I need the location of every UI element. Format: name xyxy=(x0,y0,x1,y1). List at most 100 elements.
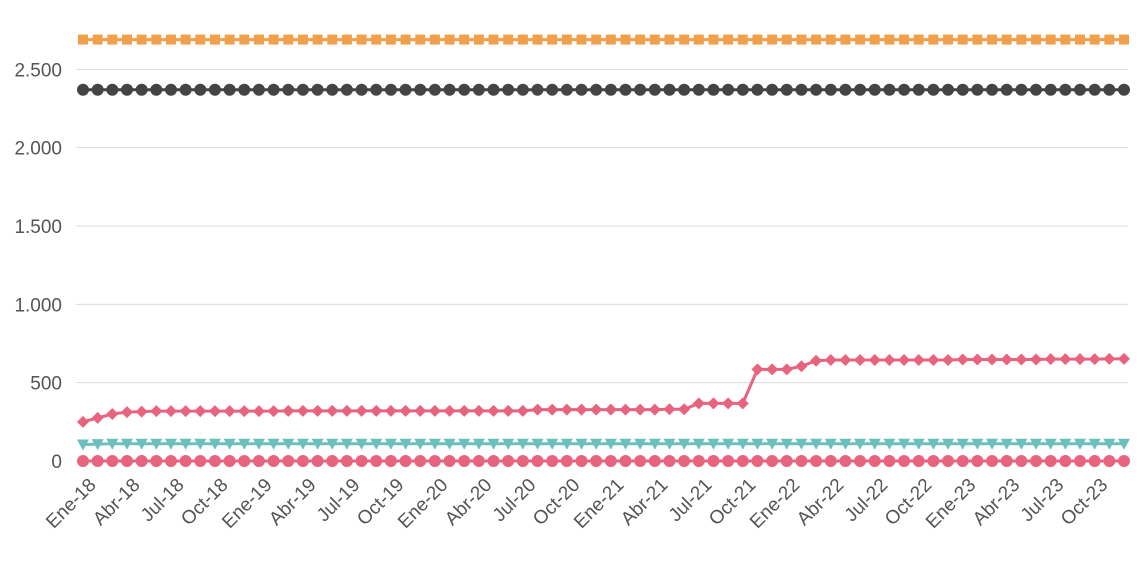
y-tick-label: 2.000 xyxy=(14,139,62,160)
data-point xyxy=(1030,438,1043,450)
data-point xyxy=(340,83,353,96)
data-point xyxy=(106,408,119,420)
data-point xyxy=(547,34,558,45)
data-point xyxy=(620,34,631,45)
data-point xyxy=(208,405,221,418)
data-point xyxy=(458,83,471,96)
data-point xyxy=(238,83,251,96)
data-point xyxy=(664,34,675,45)
data-point xyxy=(678,83,691,96)
data-point xyxy=(634,455,647,467)
data-point xyxy=(868,353,881,366)
data-point xyxy=(928,34,939,45)
data-point xyxy=(795,438,808,450)
data-point xyxy=(854,83,867,96)
data-point xyxy=(575,455,588,467)
data-point xyxy=(327,34,338,45)
data-point xyxy=(135,455,148,467)
data-point xyxy=(384,83,397,96)
data-point xyxy=(868,438,881,450)
data-point xyxy=(135,83,148,96)
data-point xyxy=(810,83,823,96)
data-point xyxy=(986,83,999,96)
data-point xyxy=(956,353,969,366)
data-point xyxy=(107,34,118,45)
data-point xyxy=(752,34,763,45)
data-point xyxy=(546,83,559,96)
data-point xyxy=(634,83,647,96)
data-point xyxy=(414,438,427,450)
series-line xyxy=(82,357,1124,424)
data-point xyxy=(751,455,764,467)
data-point xyxy=(883,455,896,467)
data-point xyxy=(326,404,339,417)
data-point xyxy=(766,363,779,376)
data-point xyxy=(78,34,88,45)
data-point xyxy=(839,438,852,450)
data-point xyxy=(723,34,734,45)
data-point xyxy=(208,83,221,96)
data-point xyxy=(1074,438,1087,450)
data-point xyxy=(927,455,940,467)
data-point xyxy=(296,455,309,467)
data-point xyxy=(751,438,764,450)
data-point xyxy=(1000,83,1013,96)
data-point xyxy=(824,353,837,366)
data-point xyxy=(795,360,808,373)
data-point xyxy=(472,438,485,450)
data-point xyxy=(604,438,617,450)
data-point xyxy=(459,34,470,45)
data-point xyxy=(1088,83,1101,96)
data-point xyxy=(825,34,836,45)
data-point xyxy=(252,405,265,418)
data-point xyxy=(120,455,133,467)
data-point xyxy=(1059,438,1072,450)
x-tick-label: Abr-21 xyxy=(617,475,672,530)
data-point xyxy=(912,83,925,96)
data-point xyxy=(428,404,441,417)
data-point xyxy=(736,455,749,467)
data-point xyxy=(561,34,572,45)
data-point xyxy=(150,438,163,450)
data-point xyxy=(121,34,132,45)
data-point xyxy=(912,353,925,366)
x-tick-label: Ene-19 xyxy=(218,475,276,533)
data-point xyxy=(209,34,220,45)
data-point xyxy=(884,34,895,45)
data-point xyxy=(296,83,309,96)
data-point xyxy=(883,353,896,366)
data-point xyxy=(384,404,397,417)
data-point xyxy=(575,83,588,96)
data-point xyxy=(854,438,867,450)
data-point xyxy=(150,455,163,467)
data-point xyxy=(106,83,119,96)
data-point xyxy=(179,455,192,467)
data-point xyxy=(531,438,544,450)
data-point xyxy=(942,438,955,450)
data-point xyxy=(239,34,250,45)
data-point xyxy=(648,455,661,467)
data-point xyxy=(238,455,251,467)
data-point xyxy=(1000,353,1013,366)
data-point xyxy=(531,403,544,416)
data-point xyxy=(355,455,368,467)
data-point xyxy=(1104,34,1115,45)
data-point xyxy=(707,397,720,410)
data-point xyxy=(840,34,851,45)
data-point xyxy=(899,34,910,45)
data-point xyxy=(604,455,617,467)
x-tick-label: Ene-23 xyxy=(922,475,980,533)
data-point xyxy=(986,353,999,366)
data-point xyxy=(560,455,573,467)
data-point xyxy=(92,34,103,45)
data-point xyxy=(194,405,207,418)
data-point xyxy=(736,438,749,450)
data-point xyxy=(1030,353,1043,366)
data-point xyxy=(311,438,324,450)
data-point xyxy=(252,455,265,467)
data-point xyxy=(282,438,295,450)
data-point xyxy=(106,455,119,467)
data-point xyxy=(503,34,514,45)
data-point xyxy=(252,438,265,450)
data-point xyxy=(355,404,368,417)
